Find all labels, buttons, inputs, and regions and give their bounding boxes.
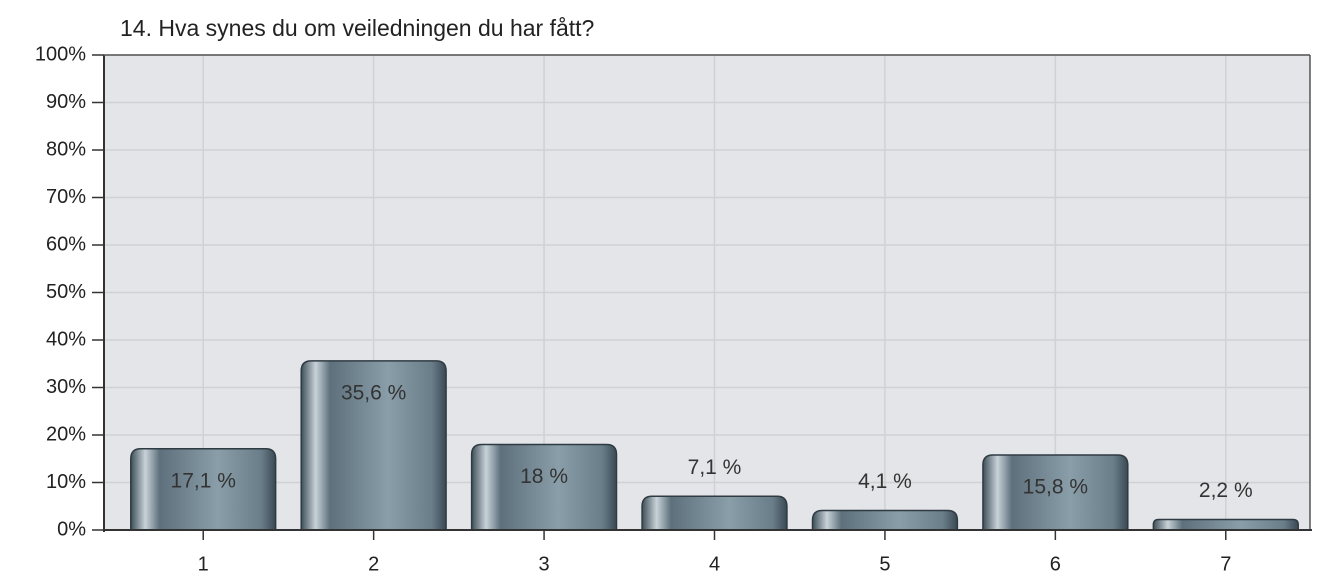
bar [811, 509, 959, 531]
chart-title: 14. Hva synes du om veiledningen du har … [120, 15, 594, 41]
x-tick-label: 1 [198, 553, 209, 575]
y-tick-label: 10% [46, 471, 86, 493]
value-label: 2,2 % [1199, 479, 1253, 502]
x-tick-label: 5 [879, 553, 890, 575]
value-label: 35,6 % [341, 381, 406, 404]
bar [982, 454, 1129, 531]
bar [470, 443, 618, 531]
x-tick-label: 3 [539, 553, 550, 575]
bar [641, 495, 788, 531]
y-tick-label: 40% [46, 328, 86, 350]
value-label: 17,1 % [171, 469, 236, 492]
bar [130, 448, 277, 531]
value-label: 4,1 % [858, 470, 912, 493]
y-tick-label: 20% [46, 423, 86, 445]
y-tick-label: 90% [46, 91, 86, 113]
y-tick-label: 30% [46, 376, 86, 398]
x-tick-label: 4 [709, 553, 720, 575]
y-tick-label: 50% [46, 281, 86, 303]
value-label: 15,8 % [1023, 475, 1088, 498]
y-tick-label: 60% [46, 233, 86, 255]
x-tick-label: 7 [1220, 553, 1231, 575]
bar [300, 360, 447, 531]
y-tick-label: 0% [57, 518, 86, 540]
y-tick-label: 70% [46, 186, 86, 208]
x-tick-label: 2 [368, 553, 379, 575]
value-label: 18 % [520, 465, 568, 488]
y-tick-label: 80% [46, 138, 86, 160]
x-tick-label: 6 [1050, 553, 1061, 575]
y-tick-label: 100% [35, 43, 86, 65]
value-label: 7,1 % [688, 456, 742, 479]
bar [1152, 518, 1299, 531]
